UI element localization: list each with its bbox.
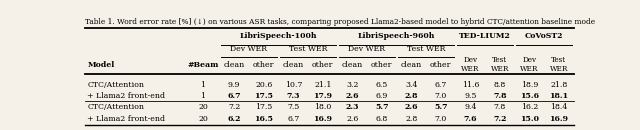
Text: 6.7: 6.7 (227, 92, 241, 100)
Text: + Llama2 front-end: + Llama2 front-end (88, 115, 165, 123)
Text: 7.8: 7.8 (493, 92, 506, 100)
Text: 7.8: 7.8 (493, 103, 506, 111)
Text: Test
WER: Test WER (550, 56, 568, 73)
Text: LibriSpeech-960h: LibriSpeech-960h (358, 32, 435, 40)
Text: Test
WER: Test WER (491, 56, 509, 73)
Text: 16.9: 16.9 (549, 115, 568, 123)
Text: 8.8: 8.8 (493, 81, 506, 89)
Text: 17.5: 17.5 (255, 103, 273, 111)
Text: Dev WER: Dev WER (348, 45, 385, 53)
Text: 2.6: 2.6 (346, 115, 358, 123)
Text: 20: 20 (198, 103, 208, 111)
Text: 18.1: 18.1 (549, 92, 568, 100)
Text: CTC/Attention: CTC/Attention (88, 103, 145, 111)
Text: 10.7: 10.7 (285, 81, 302, 89)
Text: clean: clean (401, 61, 422, 69)
Text: Test WER: Test WER (289, 45, 327, 53)
Text: 6.9: 6.9 (376, 92, 388, 100)
Text: 2.6: 2.6 (404, 103, 418, 111)
Text: clean: clean (342, 61, 363, 69)
Text: 7.6: 7.6 (463, 115, 477, 123)
Text: 18.4: 18.4 (550, 103, 568, 111)
Text: 16.5: 16.5 (254, 115, 273, 123)
Text: TED-LIUM2: TED-LIUM2 (459, 32, 511, 40)
Text: 17.5: 17.5 (254, 92, 273, 100)
Text: 6.7: 6.7 (435, 81, 447, 89)
Text: Dev
WER: Dev WER (520, 56, 538, 73)
Text: 7.5: 7.5 (287, 103, 300, 111)
Text: 7.2: 7.2 (493, 115, 506, 123)
Text: 15.0: 15.0 (520, 115, 539, 123)
Text: #Beam: #Beam (188, 61, 219, 69)
Text: 2.6: 2.6 (346, 92, 359, 100)
Text: 16.9: 16.9 (313, 115, 332, 123)
Text: 6.7: 6.7 (287, 115, 300, 123)
Text: Dev
WER: Dev WER (461, 56, 479, 73)
Text: clean: clean (283, 61, 304, 69)
Text: + Llama2 front-end: + Llama2 front-end (88, 92, 165, 100)
Text: 2.3: 2.3 (346, 103, 359, 111)
Text: 18.0: 18.0 (314, 103, 332, 111)
Text: 17.9: 17.9 (313, 92, 332, 100)
Text: 6.8: 6.8 (376, 115, 388, 123)
Text: 3.4: 3.4 (405, 81, 417, 89)
Text: 3.2: 3.2 (346, 81, 358, 89)
Text: Dev WER: Dev WER (230, 45, 268, 53)
Text: 18.9: 18.9 (520, 81, 538, 89)
Text: 7.0: 7.0 (435, 92, 447, 100)
Text: 21.1: 21.1 (314, 81, 332, 89)
Text: 5.7: 5.7 (434, 103, 447, 111)
Text: 15.6: 15.6 (520, 92, 539, 100)
Text: 20: 20 (198, 115, 208, 123)
Text: Test WER: Test WER (407, 45, 445, 53)
Text: other: other (371, 61, 392, 69)
Text: 9.5: 9.5 (464, 92, 476, 100)
Text: other: other (430, 61, 451, 69)
Text: CTC/Attention: CTC/Attention (88, 81, 145, 89)
Text: 6.2: 6.2 (227, 115, 241, 123)
Text: 21.8: 21.8 (550, 81, 568, 89)
Text: 7.2: 7.2 (228, 103, 241, 111)
Text: 9.9: 9.9 (228, 81, 241, 89)
Text: 1: 1 (200, 92, 205, 100)
Text: 16.2: 16.2 (520, 103, 538, 111)
Text: 11.6: 11.6 (461, 81, 479, 89)
Text: 5.7: 5.7 (375, 103, 388, 111)
Text: 7.0: 7.0 (435, 115, 447, 123)
Text: other: other (312, 61, 333, 69)
Text: Model: Model (88, 61, 115, 69)
Text: LibriSpeech-100h: LibriSpeech-100h (240, 32, 317, 40)
Text: 7.3: 7.3 (287, 92, 300, 100)
Text: clean: clean (223, 61, 245, 69)
Text: 2.8: 2.8 (404, 92, 418, 100)
Text: 9.4: 9.4 (464, 103, 476, 111)
Text: 2.8: 2.8 (405, 115, 417, 123)
Text: Table 1. Word error rate [%] (↓) on various ASR tasks, comparing proposed Llama2: Table 1. Word error rate [%] (↓) on vari… (85, 18, 595, 26)
Text: 6.5: 6.5 (376, 81, 388, 89)
Text: CoVoST2: CoVoST2 (525, 32, 563, 40)
Text: 20.6: 20.6 (255, 81, 273, 89)
Text: other: other (253, 61, 275, 69)
Text: 1: 1 (200, 81, 205, 89)
